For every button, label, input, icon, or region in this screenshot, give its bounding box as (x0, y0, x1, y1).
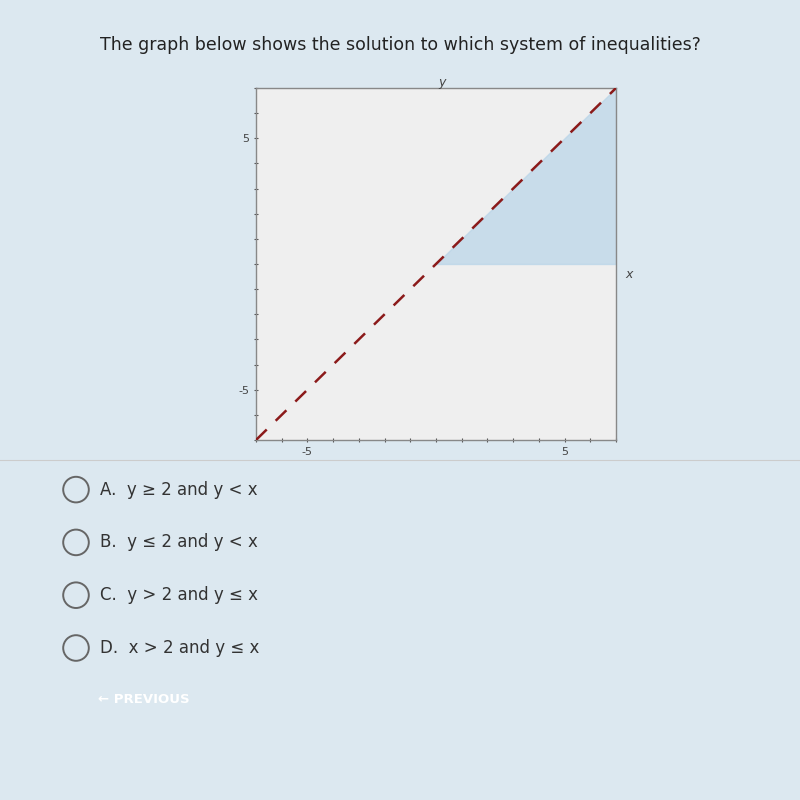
Text: The graph below shows the solution to which system of inequalities?: The graph below shows the solution to wh… (99, 36, 701, 54)
Text: D.  x > 2 and y ≤ x: D. x > 2 and y ≤ x (100, 639, 259, 657)
Text: x: x (625, 267, 633, 281)
Polygon shape (436, 88, 616, 264)
Text: B.  y ≤ 2 and y < x: B. y ≤ 2 and y < x (100, 534, 258, 551)
Text: A.  y ≥ 2 and y < x: A. y ≥ 2 and y < x (100, 481, 258, 498)
Text: ← PREVIOUS: ← PREVIOUS (98, 693, 190, 706)
Text: C.  y > 2 and y ≤ x: C. y > 2 and y ≤ x (100, 586, 258, 604)
Text: y: y (438, 77, 446, 90)
